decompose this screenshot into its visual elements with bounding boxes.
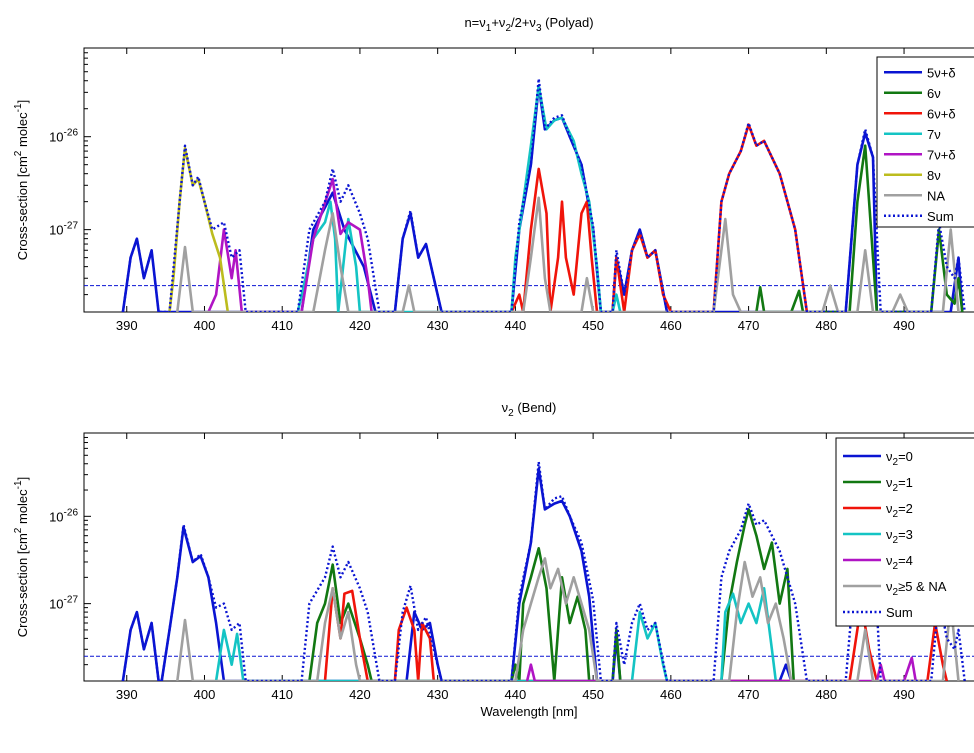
x-tick-label: 400 [194, 318, 216, 333]
y-tick-label: 10-26 [49, 128, 78, 145]
x-tick-label: 440 [505, 687, 527, 702]
x-axis-label: Wavelength [nm] [480, 704, 577, 719]
series-line-1 [308, 508, 795, 681]
x-tick-label: 450 [582, 318, 604, 333]
x-tick-label: 450 [582, 687, 604, 702]
x-tick-label: 400 [194, 687, 216, 702]
y-axis-label: Cross-section [cm2 molec-1] [13, 477, 30, 637]
y-tick-label: 10-27 [49, 221, 78, 238]
legend-label-7: Sum [927, 209, 954, 224]
polyad-panel: 390 400 410 420 430 440 450 460 470 480 490 10-27 10… [13, 15, 974, 333]
legend-label-5: 8ν [927, 168, 941, 183]
y-tick-label: 10-27 [49, 595, 78, 612]
legend-label-3: ν2=3 [886, 527, 913, 546]
x-tick-label: 490 [893, 318, 915, 333]
series-group [121, 460, 966, 681]
x-tick-label: 490 [893, 687, 915, 702]
series-line-2 [510, 123, 809, 312]
legend: ν2=0 ν2=1 ν2=2 ν2=3 ν2=4 ν2≥5 & NA Sum [835, 437, 974, 627]
series-line-0 [121, 467, 793, 681]
legend-label-6: Sum [886, 605, 913, 620]
legend-box [876, 56, 974, 228]
x-tick-label: 430 [427, 687, 449, 702]
x-tick-label: 460 [660, 318, 682, 333]
legend-box [835, 437, 974, 627]
series-line-7 [121, 77, 966, 312]
legend-label-3: 7ν [927, 127, 941, 142]
x-tick-label: 430 [427, 318, 449, 333]
series-line-3 [214, 587, 778, 681]
x-tick-label: 480 [815, 687, 837, 702]
x-tick-label: 410 [271, 318, 293, 333]
legend: 5ν+δ 6ν 6ν+δ 7ν 7ν+δ 8ν NA Sum [876, 56, 974, 228]
x-tick-label: 470 [738, 318, 760, 333]
series-line-6 [121, 460, 966, 681]
legend-label-6: NA [927, 188, 945, 203]
chart-title: n=ν1+ν2/2+ν3 (Polyad) [464, 15, 593, 34]
series-line-4 [525, 656, 917, 681]
series-line-2 [323, 587, 949, 681]
x-tick-label: 410 [271, 687, 293, 702]
legend-label-2: 6ν+δ [927, 106, 956, 121]
legend-label-4: 7ν+δ [927, 147, 956, 162]
legend-label-1: ν2=1 [886, 475, 913, 494]
bend-panel: 390 400 410 420 430 440 450 460 470 480 490 10-27 10… [13, 400, 974, 719]
x-tick-label: 470 [738, 687, 760, 702]
x-tick-label: 460 [660, 687, 682, 702]
x-tick-label: 420 [349, 687, 371, 702]
x-tick-label: 390 [116, 318, 138, 333]
series-line-5 [168, 147, 230, 312]
chart-title: ν2 (Bend) [502, 400, 557, 419]
series-line-4 [207, 177, 373, 312]
legend-label-2: ν2=2 [886, 501, 913, 520]
series-group [121, 77, 966, 312]
series-line-3 [296, 84, 622, 312]
legend-label-5: ν2≥5 & NA [886, 579, 947, 598]
series-line-5 [176, 557, 960, 681]
x-tick-label: 480 [815, 318, 837, 333]
y-tick-label: 10-26 [49, 507, 78, 524]
y-axis-label: Cross-section [cm2 molec-1] [13, 100, 30, 260]
legend-label-0: 5ν+δ [927, 65, 956, 80]
legend-label-1: 6ν [927, 86, 941, 101]
x-tick-label: 390 [116, 687, 138, 702]
series-line-6 [176, 196, 960, 312]
legend-label-0: ν2=0 [886, 449, 913, 468]
legend-label-4: ν2=4 [886, 553, 913, 572]
x-tick-label: 420 [349, 318, 371, 333]
series-line-1 [755, 144, 964, 312]
x-tick-label: 440 [505, 318, 527, 333]
axes-frame [83, 47, 974, 313]
